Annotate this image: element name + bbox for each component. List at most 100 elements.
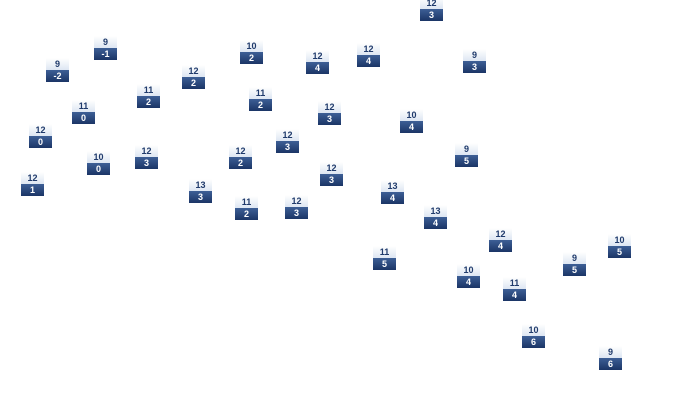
node-bottom-label: 2 xyxy=(137,96,160,108)
node-top-label: 12 xyxy=(276,129,299,141)
node-box: 11 2 xyxy=(137,84,160,108)
node-box: 12 3 xyxy=(318,101,341,125)
node-top-label: 9 xyxy=(563,252,586,264)
node-top-label: 13 xyxy=(381,180,404,192)
node-bottom-label: 5 xyxy=(563,264,586,276)
node-box: 12 4 xyxy=(306,50,329,74)
node-bottom-label: 6 xyxy=(522,336,545,348)
node-bottom-label: 3 xyxy=(135,157,158,169)
node-bottom-label: -1 xyxy=(94,48,117,60)
node-top-label: 10 xyxy=(240,40,263,52)
node-bottom-label: 2 xyxy=(182,77,205,89)
node-bottom-label: 0 xyxy=(72,112,95,124)
node-bottom-label: 3 xyxy=(420,9,443,21)
node-bottom-label: 2 xyxy=(240,52,263,64)
node-bottom-label: 3 xyxy=(189,191,212,203)
node-top-label: 11 xyxy=(72,100,95,112)
node-box: 11 2 xyxy=(249,87,272,111)
node-top-label: 11 xyxy=(235,196,258,208)
node-box: 13 4 xyxy=(424,205,447,229)
node-bottom-label: 5 xyxy=(608,246,631,258)
node-top-label: 12 xyxy=(135,145,158,157)
node-bottom-label: 4 xyxy=(503,289,526,301)
node-bottom-label: 2 xyxy=(249,99,272,111)
node-box: 10 2 xyxy=(240,40,263,64)
node-box: 12 1 xyxy=(21,172,44,196)
node-bottom-label: 3 xyxy=(463,61,486,73)
node-bottom-label: 4 xyxy=(381,192,404,204)
node-box: 12 4 xyxy=(357,43,380,67)
node-box: 11 0 xyxy=(72,100,95,124)
node-bottom-label: 2 xyxy=(235,208,258,220)
node-top-label: 9 xyxy=(46,58,69,70)
node-top-label: 11 xyxy=(137,84,160,96)
node-box: 10 4 xyxy=(457,264,480,288)
node-bottom-label: 3 xyxy=(320,174,343,186)
node-top-label: 13 xyxy=(189,179,212,191)
node-box: 10 0 xyxy=(87,151,110,175)
node-top-label: 12 xyxy=(320,162,343,174)
node-bottom-label: -2 xyxy=(46,70,69,82)
node-box: 13 4 xyxy=(381,180,404,204)
node-box: 10 6 xyxy=(522,324,545,348)
node-top-label: 11 xyxy=(249,87,272,99)
node-box: 10 4 xyxy=(400,109,423,133)
node-top-label: 12 xyxy=(21,172,44,184)
node-top-label: 12 xyxy=(285,195,308,207)
node-bottom-label: 2 xyxy=(229,157,252,169)
node-bottom-label: 4 xyxy=(400,121,423,133)
node-top-label: 11 xyxy=(373,246,396,258)
node-bottom-label: 3 xyxy=(276,141,299,153)
node-bottom-label: 5 xyxy=(455,155,478,167)
node-bottom-label: 4 xyxy=(306,62,329,74)
node-top-label: 12 xyxy=(420,0,443,9)
node-box: 11 2 xyxy=(235,196,258,220)
node-box: 11 4 xyxy=(503,277,526,301)
node-top-label: 12 xyxy=(229,145,252,157)
node-box: 12 4 xyxy=(489,228,512,252)
node-top-label: 10 xyxy=(608,234,631,246)
node-top-label: 12 xyxy=(357,43,380,55)
node-box: 12 2 xyxy=(229,145,252,169)
node-top-label: 12 xyxy=(318,101,341,113)
node-box: 12 3 xyxy=(285,195,308,219)
node-box: 12 3 xyxy=(420,0,443,21)
node-top-label: 12 xyxy=(306,50,329,62)
node-box: 12 3 xyxy=(276,129,299,153)
node-top-label: 11 xyxy=(503,277,526,289)
node-top-label: 10 xyxy=(457,264,480,276)
node-top-label: 12 xyxy=(29,124,52,136)
node-bottom-label: 0 xyxy=(87,163,110,175)
node-box: 11 5 xyxy=(373,246,396,270)
node-bottom-label: 3 xyxy=(285,207,308,219)
node-top-label: 10 xyxy=(400,109,423,121)
node-bottom-label: 4 xyxy=(357,55,380,67)
node-box: 12 0 xyxy=(29,124,52,148)
node-box: 12 2 xyxy=(182,65,205,89)
node-top-label: 9 xyxy=(94,36,117,48)
node-top-label: 13 xyxy=(424,205,447,217)
node-top-label: 10 xyxy=(522,324,545,336)
node-box: 10 5 xyxy=(608,234,631,258)
node-top-label: 10 xyxy=(87,151,110,163)
node-top-label: 9 xyxy=(599,346,622,358)
node-bottom-label: 3 xyxy=(318,113,341,125)
node-top-label: 9 xyxy=(463,49,486,61)
node-bottom-label: 0 xyxy=(29,136,52,148)
node-bottom-label: 4 xyxy=(489,240,512,252)
node-top-label: 12 xyxy=(182,65,205,77)
node-box: 12 3 xyxy=(135,145,158,169)
node-box: 9 -1 xyxy=(94,36,117,60)
node-bottom-label: 5 xyxy=(373,258,396,270)
node-bottom-label: 4 xyxy=(457,276,480,288)
node-bottom-label: 4 xyxy=(424,217,447,229)
node-bottom-label: 6 xyxy=(599,358,622,370)
node-top-label: 12 xyxy=(489,228,512,240)
node-box: 12 3 xyxy=(320,162,343,186)
node-box: 13 3 xyxy=(189,179,212,203)
